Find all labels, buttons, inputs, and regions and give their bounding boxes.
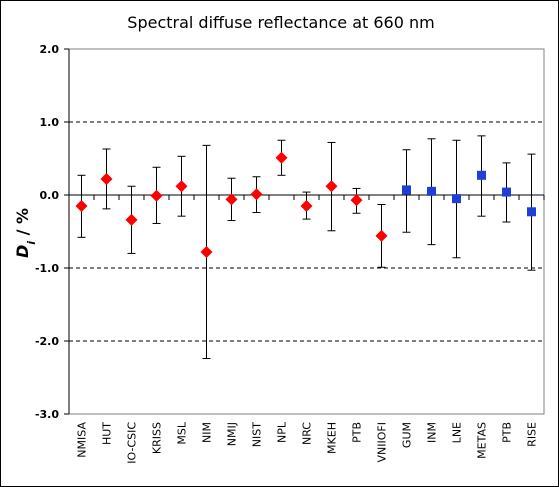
y-tick-label: 2.0 <box>40 43 60 56</box>
x-tick-label: PTB <box>501 422 514 443</box>
data-point-diamond <box>100 172 113 185</box>
data-point-diamond <box>200 245 213 258</box>
data-point-diamond <box>275 151 288 164</box>
x-tick-label: NMIJ <box>226 422 239 446</box>
x-tick-label: NMISA <box>76 422 89 458</box>
x-tick-label: VNIIOFI <box>376 422 389 462</box>
data-point-square <box>427 186 436 196</box>
y-tick-label: -1.0 <box>35 262 59 275</box>
y-tick-label: -3.0 <box>35 408 59 421</box>
data-point-diamond <box>325 180 338 193</box>
y-tick-label: -2.0 <box>35 335 59 348</box>
y-axis-label-unit: / % <box>13 208 32 241</box>
label-layer: -3.0 -2.0 -1.0 0.0 1.0 2.0 NMISA HUT IO-CSIC KRIS… <box>35 43 539 464</box>
y-tick-label: 0.0 <box>40 189 60 202</box>
y-tick-label: 1.0 <box>40 116 60 129</box>
x-tick-label: PTB <box>351 422 364 443</box>
data-point-diamond <box>75 199 88 212</box>
data-point-diamond <box>350 194 363 207</box>
x-tick-label: METAS <box>476 422 489 459</box>
grid-layer <box>69 121 544 342</box>
data-point-square <box>527 207 536 217</box>
x-tick-label: NPL <box>276 421 289 443</box>
x-tick-label: NRC <box>301 422 314 445</box>
data-point-diamond <box>375 229 388 242</box>
y-axis-label-symbol: D <box>13 245 32 258</box>
data-point-diamond <box>225 193 238 206</box>
error-bar-layer <box>77 135 536 360</box>
data-point-square <box>452 194 461 204</box>
x-tick-label: IO-CSIC <box>126 422 139 464</box>
axis-layer <box>64 48 545 415</box>
data-point-diamond <box>250 188 263 201</box>
marker-layer <box>75 151 536 258</box>
data-point-diamond <box>125 213 138 226</box>
data-point-square <box>477 170 486 180</box>
data-point-diamond <box>175 180 188 193</box>
x-tick-label: MKEH <box>326 422 339 454</box>
plot-border <box>68 48 545 415</box>
x-tick-label: HUT <box>101 422 114 445</box>
x-tick-label: RISE <box>526 422 539 447</box>
chart-title: Spectral diffuse reflectance at 660 nm <box>127 13 434 32</box>
data-point-diamond <box>150 189 163 202</box>
x-tick-label: GUM <box>401 422 414 448</box>
y-axis-label-subscript: i <box>25 241 38 245</box>
x-tick-label: INM <box>426 422 439 443</box>
data-point-diamond <box>300 199 313 212</box>
data-point-square <box>502 187 511 197</box>
data-point-square <box>402 185 411 195</box>
y-axis-label: Di / % <box>13 208 38 258</box>
x-tick-label: NIST <box>251 422 264 447</box>
x-tick-label: LNE <box>451 422 464 443</box>
x-tick-label: NIM <box>201 422 214 443</box>
x-tick-label: KRISS <box>151 422 164 454</box>
x-tick-label: MSL <box>176 421 189 444</box>
